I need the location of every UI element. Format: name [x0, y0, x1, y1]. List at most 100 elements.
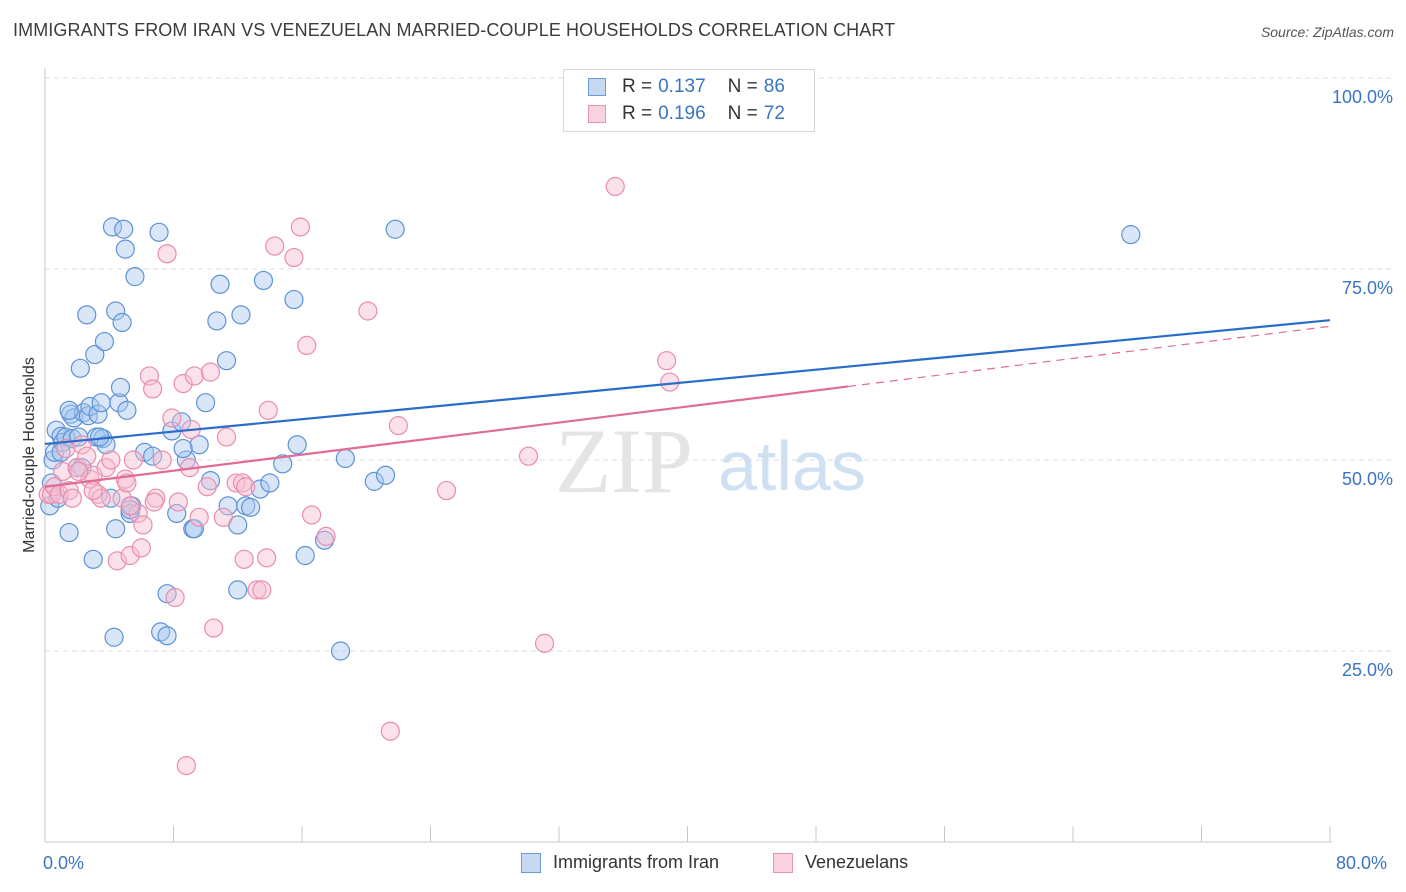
data-point-iran	[125, 267, 145, 287]
data-point-venezuelans	[236, 477, 256, 497]
data-point-iran	[250, 479, 270, 499]
y-tick-label-50: 50.0%	[1341, 469, 1393, 489]
data-point-iran	[273, 454, 293, 474]
data-point-iran	[106, 519, 126, 539]
data-point-venezuelans	[62, 488, 82, 508]
data-point-venezuelans	[252, 580, 272, 600]
correlation-legend: R = 0.137 N = 86 R = 0.196 N = 72	[563, 69, 815, 132]
data-point-venezuelans	[165, 587, 185, 608]
data-point-venezuelans	[358, 301, 378, 321]
data-point-venezuelans	[284, 247, 304, 268]
data-point-iran	[91, 393, 111, 413]
data-point-venezuelans	[117, 473, 137, 493]
data-point-iran	[96, 435, 116, 455]
data-point-iran	[101, 488, 121, 508]
data-point-iran	[375, 465, 396, 485]
data-point-venezuelans	[152, 450, 172, 470]
data-point-venezuelans	[290, 217, 310, 237]
bottom-legend-label-iran: Immigrants from Iran	[553, 852, 720, 872]
data-point-iran	[149, 222, 169, 242]
data-point-iran	[88, 404, 108, 424]
data-point-iran	[106, 301, 126, 321]
legend-n-value: 72	[763, 103, 785, 124]
data-point-venezuelans	[200, 362, 221, 382]
data-point-iran	[173, 438, 193, 459]
data-point-iran	[385, 219, 405, 239]
data-point-venezuelans	[216, 427, 237, 447]
data-point-venezuelans	[436, 480, 457, 501]
watermark-atlas: atlas	[718, 427, 866, 505]
data-point-venezuelans	[157, 244, 177, 264]
data-point-venezuelans	[657, 351, 677, 371]
data-point-iran	[189, 435, 209, 455]
data-point-iran	[59, 400, 79, 420]
data-point-iran	[335, 448, 355, 469]
data-point-venezuelans	[380, 721, 400, 741]
data-point-iran	[228, 580, 248, 600]
data-point-iran	[260, 473, 280, 493]
data-point-iran	[253, 270, 274, 291]
legend-row-iran: R = 0.137 N = 86	[588, 76, 785, 98]
data-point-iran	[295, 545, 315, 566]
data-point-iran	[94, 331, 115, 352]
data-point-venezuelans	[176, 755, 196, 776]
data-point-venezuelans	[69, 461, 89, 482]
x-tick-label-max: 80.0%	[1336, 853, 1388, 873]
data-point-iran	[77, 305, 97, 325]
data-point-iran	[157, 626, 177, 646]
bottom-swatch-iran	[521, 852, 541, 873]
data-point-venezuelans	[83, 480, 103, 501]
data-point-venezuelans	[204, 618, 224, 638]
data-point-venezuelans	[143, 379, 163, 399]
data-point-iran	[104, 627, 124, 647]
data-point-venezuelans	[226, 473, 246, 493]
legend-swatch-venezuelans	[588, 105, 606, 123]
data-point-venezuelans	[605, 176, 625, 197]
watermark-zip: ZIP	[555, 410, 693, 512]
data-point-venezuelans	[123, 450, 143, 470]
data-point-venezuelans	[144, 492, 164, 512]
data-point-venezuelans	[56, 438, 76, 459]
data-point-iran	[70, 358, 90, 378]
data-points	[38, 176, 1141, 776]
chart-source: Source: ZipAtlas.com	[1260, 24, 1394, 40]
bottom-swatch-venezuelans	[773, 852, 793, 873]
data-point-iran	[231, 305, 251, 325]
data-point-venezuelans	[257, 548, 277, 568]
data-point-venezuelans	[189, 507, 209, 527]
chart-title: IMMIGRANTS FROM IRAN VS VENEZUELAN MARRI…	[13, 20, 896, 40]
legend-row-venezuelans: R = 0.196 N = 72	[588, 103, 785, 125]
data-point-iran	[59, 522, 79, 543]
data-point-venezuelans	[265, 236, 285, 256]
data-point-iran	[330, 641, 351, 661]
data-point-iran	[109, 393, 129, 413]
data-point-venezuelans	[518, 446, 539, 466]
data-point-venezuelans	[53, 461, 73, 482]
data-point-venezuelans	[388, 416, 408, 436]
legend-swatch-iran	[588, 78, 606, 96]
data-point-venezuelans	[162, 408, 182, 428]
data-point-iran	[83, 549, 103, 569]
y-tick-label-75: 75.0%	[1341, 278, 1393, 298]
data-point-venezuelans	[120, 496, 140, 516]
data-point-iran	[284, 289, 304, 310]
data-point-venezuelans	[184, 366, 204, 386]
data-point-venezuelans	[101, 450, 121, 470]
legend-n-label: N =	[727, 103, 758, 124]
legend-n-label: N =	[727, 76, 758, 97]
data-point-venezuelans	[316, 526, 336, 547]
data-point-venezuelans	[168, 492, 188, 512]
data-point-iran	[241, 497, 261, 517]
legend-r-value: 0.196	[658, 103, 706, 124]
data-point-venezuelans	[120, 545, 140, 566]
data-point-venezuelans	[112, 488, 132, 508]
data-point-venezuelans	[128, 503, 148, 524]
data-point-iran	[112, 312, 132, 333]
data-point-iran	[287, 435, 307, 455]
data-point-iran	[210, 274, 230, 294]
data-point-venezuelans	[197, 477, 217, 497]
data-point-iran	[207, 311, 227, 331]
trend-line-venezuelans-extension	[848, 325, 1331, 388]
bottom-legend-iran: Immigrants from Iran	[521, 852, 719, 873]
data-point-venezuelans	[91, 488, 111, 508]
